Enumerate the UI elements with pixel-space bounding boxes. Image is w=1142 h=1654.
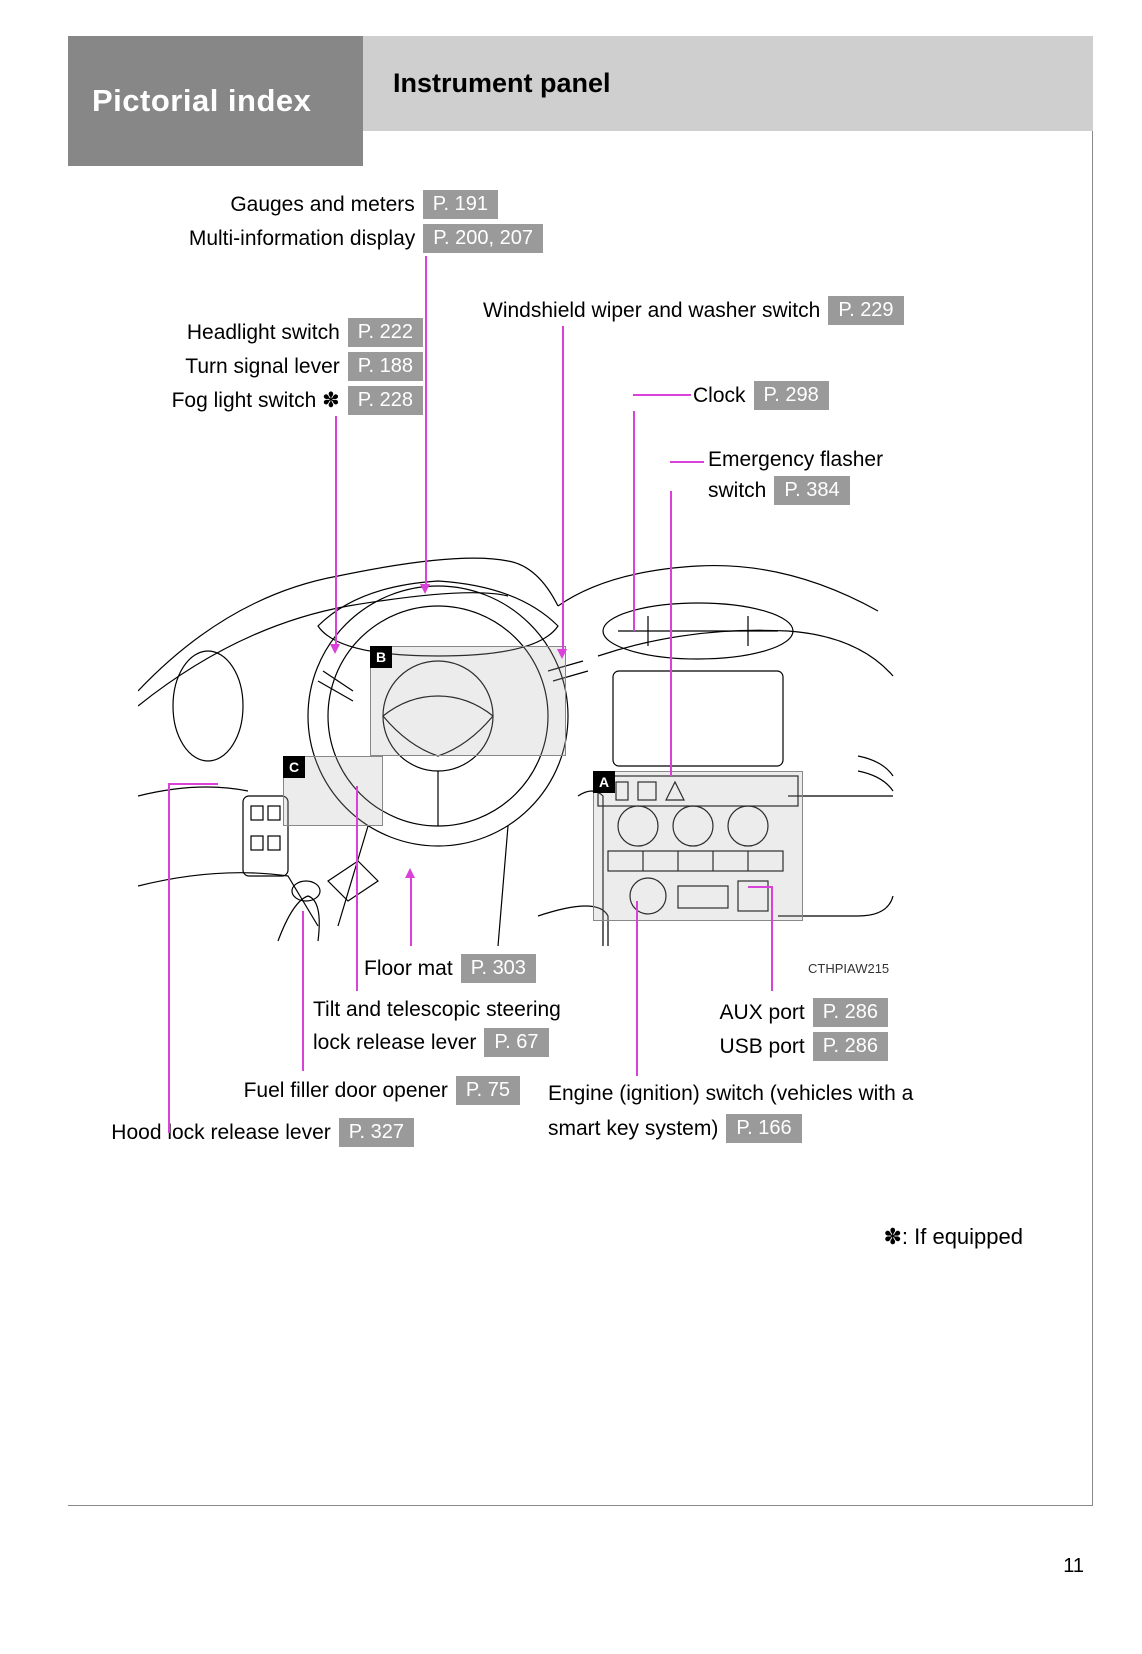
leader-engine [636,901,638,1076]
header-right-title: Instrument panel [363,36,1093,131]
label-headlight: Headlight switch [187,321,340,345]
callout-fog-light: Fog light switch ✽ P. 228 [68,386,423,415]
arrow-headlight [330,644,340,654]
leader-clock [633,411,635,631]
callout-headlight: Headlight switch P. 222 [68,318,423,347]
label-multi-info: Multi-information display [189,227,415,251]
pageref-hood: P. 327 [339,1118,414,1147]
leader-headlight [335,416,337,646]
label-wiper: Windshield wiper and washer switch [483,299,820,323]
arrow-floor-mat [405,868,415,878]
leader-wiper [562,326,564,651]
label-clock: Clock [693,384,746,408]
page-header: Pictorial index Instrument panel [68,36,1093,166]
pageref-headlight: P. 222 [348,318,423,347]
label-aux: AUX port [720,1001,805,1025]
callout-tilt-l1: Tilt and telescopic steering [313,998,561,1022]
leader-fuel [302,911,304,1071]
label-usb: USB port [720,1035,805,1059]
pageref-multi-info: P. 200, 207 [423,224,543,253]
pageref-engine: P. 166 [726,1114,801,1143]
callout-usb: USB port P. 286 [608,1032,888,1061]
leader-tilt [356,786,358,991]
label-fuel-filler: Fuel filler door opener [244,1079,448,1103]
callout-wiper: Windshield wiper and washer switch P. 22… [483,296,904,325]
pageref-floor-mat: P. 303 [461,954,536,983]
arrow-gauges [420,584,430,594]
leader-hood-h [168,783,218,785]
label-engine-l1: Engine (ignition) switch (vehicles with … [548,1082,913,1106]
pageref-tilt: P. 67 [484,1028,548,1057]
pageref-clock: P. 298 [754,381,829,410]
callout-engine-l1: Engine (ignition) switch (vehicles with … [548,1082,913,1106]
dashboard-diagram: B C A [138,496,898,946]
label-tilt-l1: Tilt and telescopic steering [313,998,561,1022]
marker-c: C [283,756,305,778]
label-hood: Hood lock release lever [111,1121,330,1145]
pageref-turn-signal: P. 188 [348,352,423,381]
callout-tilt-l2: lock release lever P. 67 [313,1028,549,1057]
callout-turn-signal: Turn signal lever P. 188 [68,352,423,381]
leader-aux-h [748,886,771,888]
callout-multi-info: Multi-information display P. 200, 207 [108,224,543,253]
marker-b: B [370,646,392,668]
header-left-title: Pictorial index [68,36,363,166]
pageref-wiper: P. 229 [828,296,903,325]
label-gauges: Gauges and meters [230,193,414,217]
page-number: 11 [1063,1555,1084,1578]
label-turn-signal: Turn signal lever [185,355,339,379]
content-area: Gauges and meters P. 191 Multi-informati… [68,166,1093,1506]
label-emergency-l1: Emergency flasher [708,448,883,472]
pageref-gauges: P. 191 [423,190,498,219]
callout-emergency-l1: Emergency flasher [708,448,883,472]
callout-hood: Hood lock release lever P. 327 [68,1118,414,1147]
leader-hood-v [168,783,170,1133]
pageref-aux: P. 286 [813,998,888,1027]
callout-aux: AUX port P. 286 [608,998,888,1027]
pageref-usb: P. 286 [813,1032,888,1061]
callout-fuel-filler: Fuel filler door opener P. 75 [118,1076,520,1105]
leader-gauges [425,256,427,586]
callout-gauges: Gauges and meters P. 191 [108,190,498,219]
callout-clock: Clock P. 298 [693,381,829,410]
leader-aux [771,886,773,991]
label-floor-mat: Floor mat [364,957,453,981]
leader-floor-mat [410,876,412,946]
region-b [370,646,566,756]
label-engine-l2: smart key system) [548,1117,718,1141]
leader-emergency-h [670,461,704,463]
pageref-fuel-filler: P. 75 [456,1076,520,1105]
footnote: ✽: If equipped [883,1224,1023,1250]
label-tilt-l2: lock release lever [313,1031,476,1055]
leader-clock-h [633,394,691,396]
callout-floor-mat: Floor mat P. 303 [364,954,536,983]
diagram-code: CTHPIAW215 [808,961,889,976]
arrow-wiper [557,649,567,659]
pageref-fog-light: P. 228 [348,386,423,415]
label-fog-light: Fog light switch ✽ [172,388,340,413]
callout-engine-l2: smart key system) P. 166 [548,1114,802,1143]
leader-emergency [670,491,672,776]
marker-a: A [593,771,615,793]
